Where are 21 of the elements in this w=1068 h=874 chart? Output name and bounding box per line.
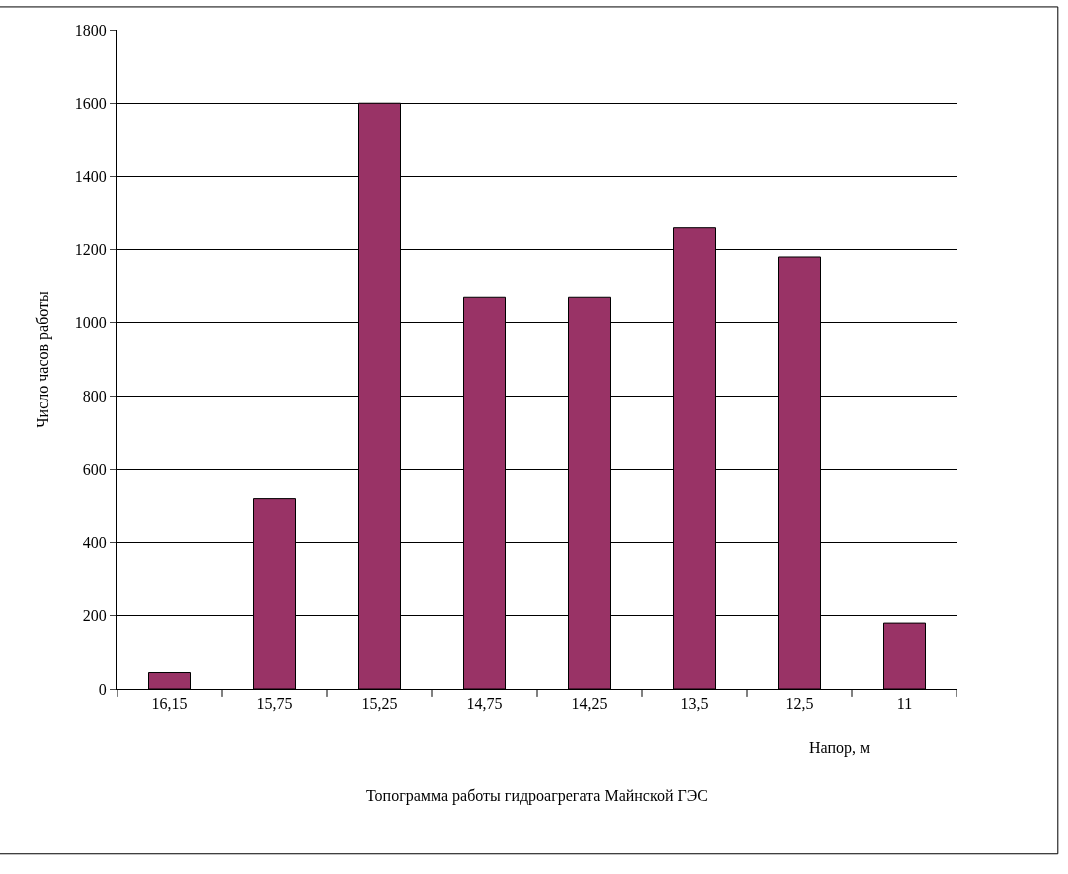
x-axis-title: Напор, м [809,739,871,757]
x-tick-label: 11 [896,695,913,713]
x-tick-label: 12,5 [785,695,814,713]
x-tick-label: 14,25 [571,695,608,713]
x-tick-label: 13,5 [680,695,709,713]
y-tick-label: 1800 [74,21,107,39]
x-tick-label: 16,15 [151,695,188,713]
text: Топограмма работы гидроагрегата Майнской ГЭС [366,786,708,805]
y-tick-label: 1200 [74,241,107,259]
y-tick-label: 600 [82,460,107,478]
y-tick-label: 1600 [74,94,107,112]
x-tick-label: 15,75 [256,695,293,713]
x-tick-label: 14,75 [466,695,503,713]
y-tick-label: 1400 [74,168,107,186]
y-axis-title: Число часов работы [33,290,52,428]
y-tick-label: 400 [82,534,107,552]
y-tick-label: 200 [82,607,107,625]
y-tick-label: 0 [98,680,107,698]
x-tick-label: 15,25 [361,695,398,713]
y-tick-label: 800 [82,387,107,405]
y-tick-label: 1000 [74,314,107,332]
